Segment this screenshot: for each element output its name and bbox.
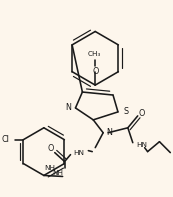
Text: O: O [92, 67, 98, 76]
Text: O: O [139, 109, 145, 118]
Text: HN: HN [73, 150, 84, 156]
Text: N: N [106, 128, 112, 137]
Text: S: S [123, 107, 128, 116]
Text: CH₃: CH₃ [88, 51, 101, 57]
Text: N: N [66, 103, 71, 112]
Text: NH: NH [44, 164, 55, 171]
Text: Cl: Cl [2, 135, 10, 144]
Text: HN: HN [136, 142, 147, 148]
Text: NH: NH [52, 170, 63, 177]
Text: O: O [48, 144, 54, 153]
